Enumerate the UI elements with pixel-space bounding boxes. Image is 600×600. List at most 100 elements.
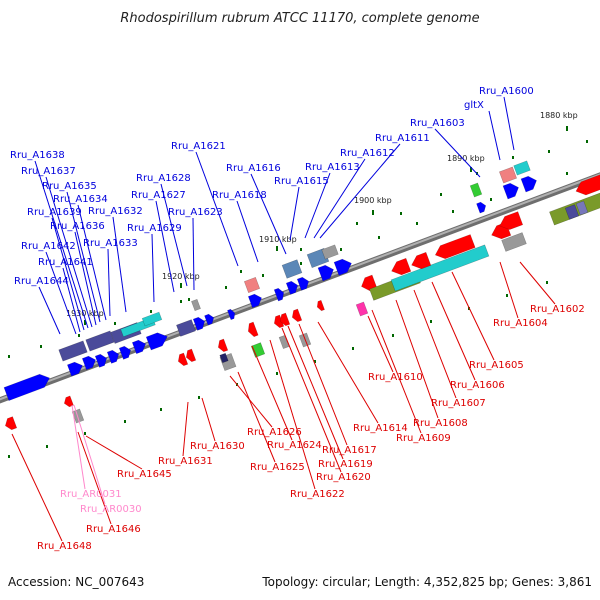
- gene-block: [575, 200, 589, 216]
- forward-gene-label: Rru_A1612: [340, 148, 395, 159]
- reverse-gene-label-leader: [317, 321, 379, 424]
- reverse-gene-label: Rru_A1607: [431, 398, 486, 409]
- reverse-gene-label-leader: [451, 271, 495, 361]
- gene-arrow: [317, 264, 334, 282]
- reverse-gene-label: Rru_A1604: [493, 318, 548, 329]
- gene-arrow: [411, 251, 432, 270]
- reverse-gene-label-leader: [229, 375, 273, 428]
- reverse-gene-label-leader: [251, 345, 293, 441]
- reverse-gene-label: Rru_A1614: [353, 423, 408, 434]
- reverse-gene-label-leader: [11, 433, 63, 542]
- tick-marks: 1880 kbp 1890 kbp 1900 kbp 1910 kbp 1920 kbp…: [66, 111, 578, 325]
- gene-block: [355, 301, 369, 317]
- gene-arrow: [273, 287, 285, 302]
- gene-arrow: [63, 395, 74, 408]
- forward-gene-label-leader: [503, 96, 515, 151]
- tick-label: 1890 kbp: [447, 154, 485, 163]
- forward-gene-label-leader: [250, 173, 287, 255]
- gene-arrow: [192, 316, 205, 331]
- rna-gene-label: Rru_AR0031: [60, 489, 122, 500]
- gene-labels: Rru_A1600 gltX Rru_A1603 Rru_A1611 Rru_A1612…: [10, 86, 585, 552]
- gene-arrow: [67, 361, 83, 377]
- reverse-gene-label-leader: [287, 325, 344, 460]
- tick-label: 1910 kbp: [259, 235, 297, 244]
- reverse-gene-label: Rru_A1608: [413, 418, 468, 429]
- reverse-gene-label-leader: [367, 315, 394, 373]
- gene-arrow: [273, 314, 285, 329]
- forward-gene-label: Rru_A1638: [10, 150, 65, 161]
- forward-gene-label-leader: [313, 158, 366, 239]
- forward-gene-label: Rru_A1639: [27, 207, 82, 218]
- gene-block: [141, 311, 163, 327]
- reverse-gene-label-leader: [269, 339, 316, 490]
- reverse-gene-label: Rru_A1626: [247, 427, 302, 438]
- gene-block: [85, 330, 115, 352]
- tick-mark: [276, 246, 278, 251]
- gene-arrow: [131, 339, 146, 355]
- forward-gene-label-leader: [434, 128, 481, 178]
- forward-gene-label: Rru_A1633: [83, 238, 138, 249]
- reverse-gene-label-leader: [371, 309, 422, 434]
- tick-label: 1900 kbp: [354, 196, 392, 205]
- forward-gene-label: Rru_A1618: [212, 190, 267, 201]
- forward-gene-label-leader: [195, 151, 239, 267]
- gene-block: [499, 166, 517, 184]
- gene-arrow: [361, 274, 378, 292]
- forward-gene-label: Rru_A1603: [410, 118, 465, 129]
- gene-arrow: [247, 321, 259, 337]
- tick-label: 1880 kbp: [540, 111, 578, 120]
- gene-arrow: [204, 313, 215, 326]
- forward-gene-label: Rru_A1635: [42, 181, 97, 192]
- reverse-gene-label: Rru_A1610: [368, 372, 423, 383]
- label-leader-lines: [11, 96, 556, 542]
- reverse-gene-label-leader: [85, 435, 143, 470]
- gene-arrow: [185, 348, 197, 363]
- gene-block: [176, 319, 196, 337]
- gene-arrow: [94, 353, 107, 368]
- gene-arrow: [106, 349, 119, 364]
- reverse-gene-label-leader: [182, 401, 189, 457]
- summary-text: Topology: circular; Length: 4,352,825 bp…: [261, 575, 592, 589]
- reverse-gene-label-leader: [77, 431, 112, 525]
- gene-arrow: [520, 175, 537, 193]
- reverse-gene-label-leader: [413, 289, 457, 399]
- gene-arrow: [575, 173, 600, 196]
- gene-arrow: [499, 211, 524, 230]
- rna-gene-label: Rru_AR0030: [80, 504, 142, 515]
- forward-gene-label: Rru_A1613: [305, 162, 360, 173]
- gene-block: [191, 298, 201, 312]
- rna-gene-label-leader: [71, 404, 86, 490]
- gene-arrow: [145, 332, 168, 351]
- forward-gene-label-leader: [304, 172, 331, 239]
- gene-block: [513, 160, 531, 176]
- forward-gene-label-leader: [155, 200, 175, 293]
- forward-gene-label-leader: [45, 176, 93, 328]
- forward-gene-label-leader: [112, 216, 127, 313]
- gene-block: [564, 204, 580, 220]
- forward-gene-label-leader: [236, 200, 259, 263]
- gene-arrow: [227, 308, 236, 321]
- reverse-gene-label-leader: [431, 281, 476, 381]
- gene-arrow: [5, 416, 18, 431]
- reverse-gene-label: Rru_A1625: [250, 462, 305, 473]
- reverse-gene-label-leader: [298, 323, 348, 446]
- forward-gene-label: Rru_A1641: [38, 257, 93, 268]
- forward-gene-label-leader: [160, 183, 188, 287]
- gene-arrow: [502, 182, 519, 200]
- forward-gene-label-leader: [192, 217, 195, 291]
- gene-features: [3, 160, 600, 431]
- forward-gene-label: gltX: [464, 100, 484, 111]
- forward-gene-label: Rru_A1621: [171, 141, 226, 152]
- gene-arrow: [316, 299, 325, 312]
- reverse-gene-label: Rru_A1624: [267, 440, 322, 451]
- forward-gene-label-leader: [319, 143, 401, 239]
- gene-block: [250, 342, 266, 358]
- gene-arrow: [434, 234, 476, 260]
- reverse-gene-label: Rru_A1620: [316, 472, 371, 483]
- tick-mark: [372, 210, 374, 215]
- reverse-gene-label: Rru_A1606: [450, 380, 505, 391]
- gene-arrow: [279, 312, 291, 327]
- reverse-gene-label: Rru_A1648: [37, 541, 92, 552]
- reverse-gene-label: Rru_A1609: [396, 433, 451, 444]
- reverse-gene-label-leader: [201, 397, 216, 442]
